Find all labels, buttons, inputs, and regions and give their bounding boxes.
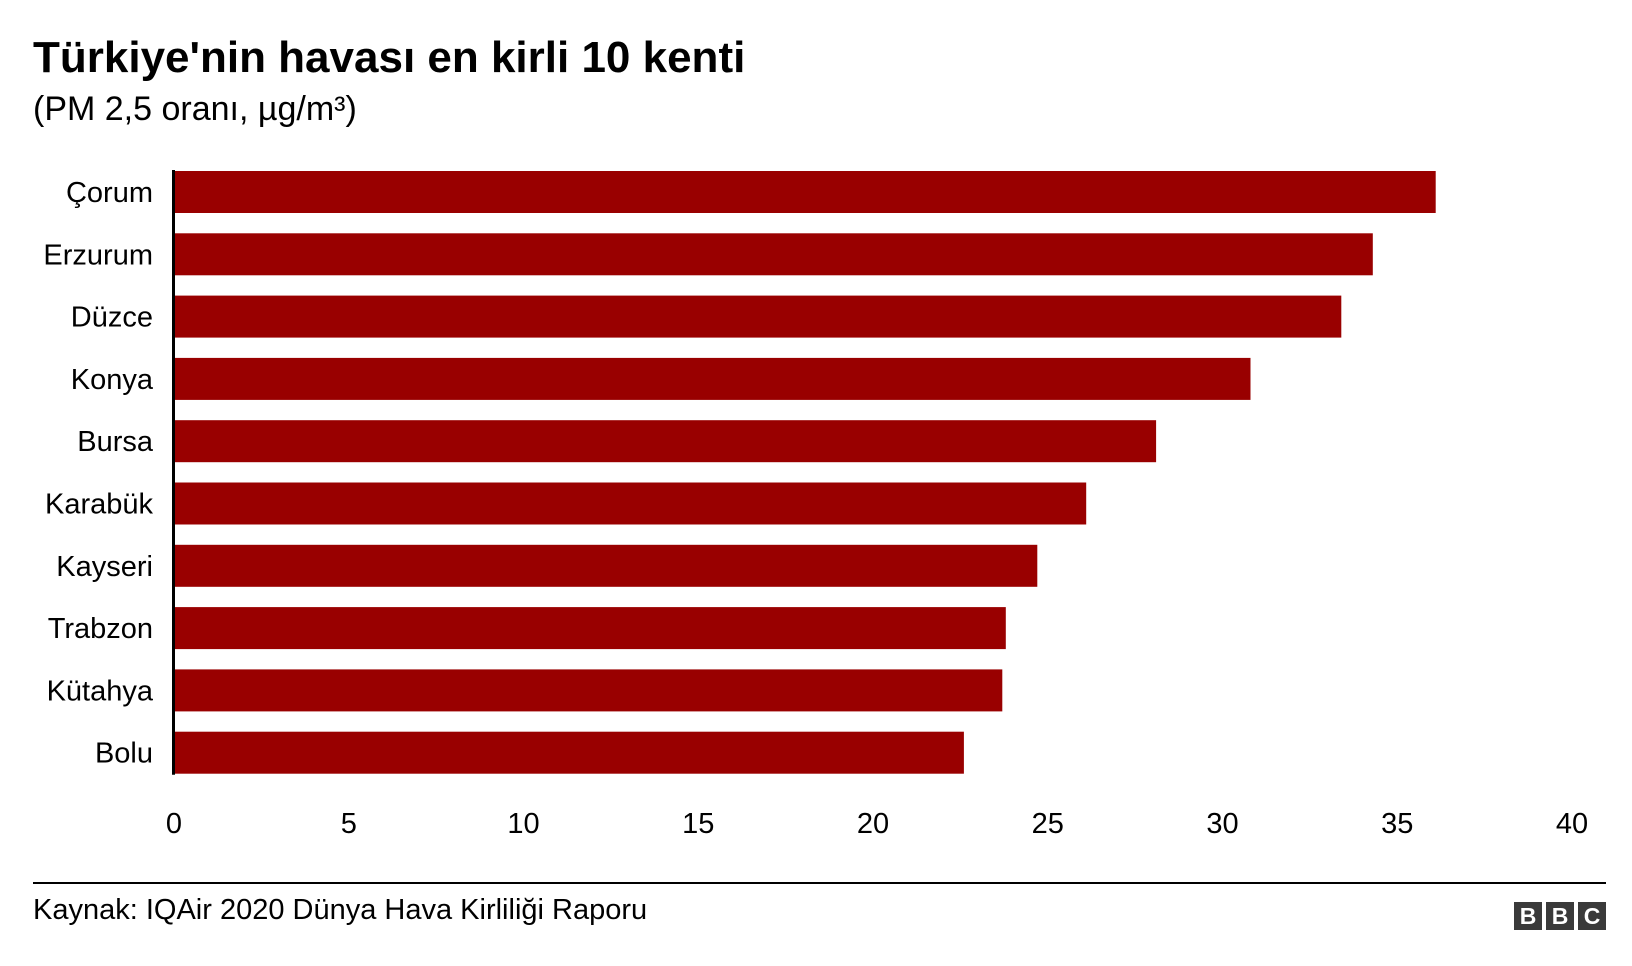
bbc-logo: B B C bbox=[1514, 902, 1606, 930]
category-label: Bolu bbox=[95, 738, 153, 770]
x-tick-label: 10 bbox=[507, 808, 539, 840]
bbc-logo-letter: C bbox=[1578, 902, 1606, 930]
category-label: Konya bbox=[71, 364, 154, 396]
chart-title: Türkiye'nin havası en kirli 10 kenti bbox=[33, 33, 746, 82]
footer-divider bbox=[33, 882, 1606, 884]
bar bbox=[174, 233, 1373, 276]
bbc-logo-letter: B bbox=[1546, 902, 1574, 930]
bar bbox=[174, 357, 1251, 400]
x-tick-label: 35 bbox=[1381, 808, 1413, 840]
category-label: Karabük bbox=[45, 489, 154, 521]
category-label: Çorum bbox=[66, 177, 153, 209]
bar bbox=[174, 669, 1003, 712]
category-label: Trabzon bbox=[48, 613, 153, 645]
x-tick-label: 15 bbox=[682, 808, 714, 840]
category-label: Kayseri bbox=[56, 551, 153, 583]
bar-chart: Çorum Erzurum Düzce Konya Bursa Karabük Kayser… bbox=[43, 170, 1588, 840]
x-tick-label: 30 bbox=[1206, 808, 1238, 840]
x-tick-label: 20 bbox=[857, 808, 889, 840]
category-label: Düzce bbox=[71, 302, 153, 334]
source-note: Kaynak: IQAir 2020 Dünya Hava Kirliliği … bbox=[33, 894, 648, 926]
bbc-logo-letter: B bbox=[1514, 902, 1542, 930]
category-label: Erzurum bbox=[43, 239, 153, 271]
bar bbox=[174, 731, 964, 774]
x-tick-label: 0 bbox=[166, 808, 182, 840]
chart-subtitle: (PM 2,5 oranı, µg/m³) bbox=[33, 90, 357, 128]
bar bbox=[174, 544, 1038, 587]
bar bbox=[174, 295, 1342, 338]
x-tick-label: 40 bbox=[1556, 808, 1588, 840]
bar bbox=[174, 607, 1006, 650]
category-label: Kütahya bbox=[47, 675, 154, 707]
x-tick-label: 5 bbox=[341, 808, 357, 840]
bar bbox=[174, 420, 1157, 463]
bar bbox=[174, 171, 1436, 213]
category-label: Bursa bbox=[77, 426, 154, 458]
x-tick-label: 25 bbox=[1032, 808, 1064, 840]
bar bbox=[174, 482, 1087, 525]
